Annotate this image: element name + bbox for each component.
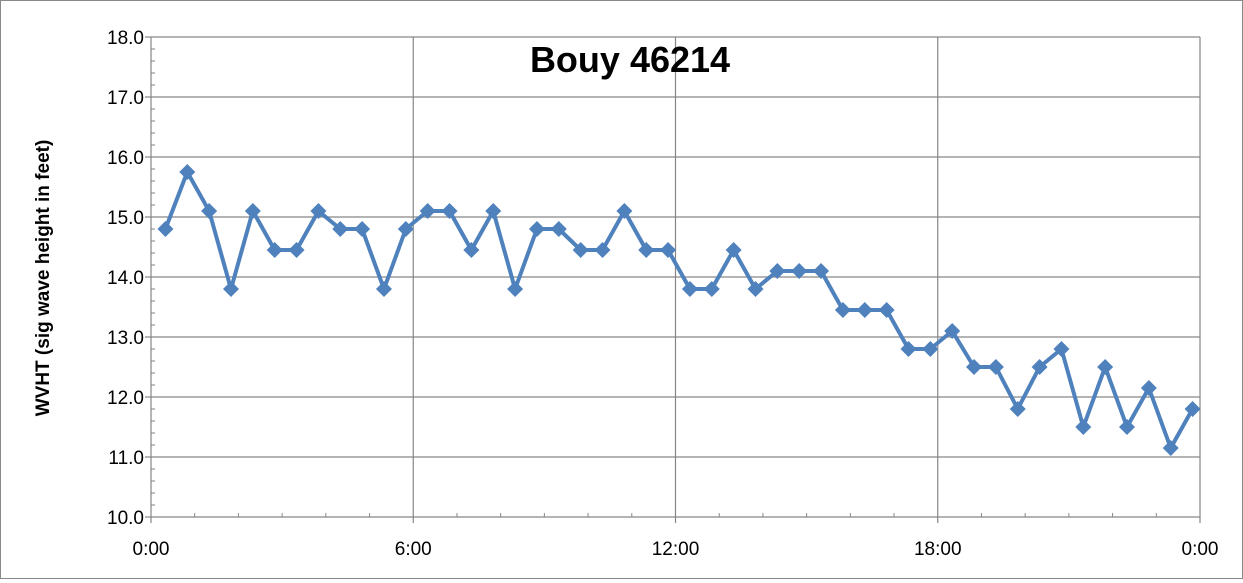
- y-tick-label: 12.0: [107, 388, 144, 409]
- data-point-marker: [922, 341, 939, 357]
- data-point-marker: [1075, 419, 1092, 435]
- data-point-marker: [485, 203, 502, 219]
- x-axis-tick-labels: 0:00 6:00 12:00 18:00 0:00: [133, 539, 1219, 560]
- data-point-marker: [266, 242, 283, 258]
- data-point-marker: [1053, 341, 1070, 357]
- data-point-marker: [638, 242, 655, 258]
- chart-title: Bouy 46214: [530, 39, 730, 80]
- data-point-marker: [1119, 419, 1136, 435]
- data-point-marker: [900, 341, 917, 357]
- data-point-marker: [463, 242, 480, 258]
- x-tick-label: 12:00: [652, 539, 700, 560]
- x-tick-label: 0:00: [1182, 539, 1219, 560]
- y-axis-tick-labels: 10.0 11.0 12.0 13.0 14.0 15.0 16.0 17.0 18.0: [107, 28, 144, 529]
- data-point-marker: [703, 281, 720, 297]
- data-point-marker: [244, 203, 261, 219]
- y-tick-label: 16.0: [107, 148, 144, 169]
- data-point-marker: [332, 221, 349, 237]
- y-tick-label: 18.0: [107, 28, 144, 49]
- data-point-marker: [791, 263, 808, 279]
- data-point-marker: [288, 242, 305, 258]
- data-point-marker: [944, 323, 961, 339]
- y-tick-label: 13.0: [107, 328, 144, 349]
- data-point-marker: [987, 359, 1004, 375]
- data-point-marker: [1097, 359, 1114, 375]
- data-point-marker: [550, 221, 567, 237]
- data-point-marker: [1162, 440, 1179, 456]
- data-point-marker: [507, 281, 524, 297]
- data-point-marker: [1009, 401, 1026, 417]
- data-point-marker: [419, 203, 436, 219]
- y-axis-title: WVHT (sig wave height in feet): [33, 140, 54, 417]
- y-tick-label: 15.0: [107, 208, 144, 229]
- data-point-marker: [157, 221, 174, 237]
- grid-lines: [151, 36, 1201, 517]
- data-point-marker: [878, 302, 895, 318]
- minor-ticks: [151, 48, 1157, 517]
- data-point-marker: [397, 221, 414, 237]
- data-point-marker: [660, 242, 677, 258]
- data-point-marker: [747, 281, 764, 297]
- data-point-marker: [375, 281, 392, 297]
- y-tick-label: 14.0: [107, 268, 144, 289]
- data-point-marker: [594, 242, 611, 258]
- data-point-marker: [769, 263, 786, 279]
- y-tick-label: 17.0: [107, 88, 144, 109]
- data-point-marker: [572, 242, 589, 258]
- data-point-marker: [201, 203, 218, 219]
- data-point-marker: [441, 203, 458, 219]
- data-point-marker: [354, 221, 371, 237]
- data-point-marker: [528, 221, 545, 237]
- x-tick-label: 18:00: [914, 539, 962, 560]
- data-point-marker: [310, 203, 327, 219]
- axes: [145, 36, 1201, 523]
- data-point-marker: [222, 281, 239, 297]
- x-tick-label: 6:00: [395, 539, 432, 560]
- data-point-marker: [856, 302, 873, 318]
- y-tick-label: 10.0: [107, 508, 144, 529]
- data-point-marker: [813, 263, 830, 279]
- data-point-marker: [834, 302, 851, 318]
- data-point-marker: [966, 359, 983, 375]
- data-point-marker: [616, 203, 633, 219]
- x-tick-label: 0:00: [133, 539, 170, 560]
- data-point-marker: [1184, 401, 1201, 417]
- data-point-marker: [725, 242, 742, 258]
- data-point-marker: [1140, 380, 1157, 396]
- data-point-marker: [1031, 359, 1048, 375]
- data-point-marker: [681, 281, 698, 297]
- series-wvht: [157, 164, 1201, 456]
- y-tick-label: 11.0: [108, 448, 144, 469]
- data-point-marker: [179, 164, 196, 180]
